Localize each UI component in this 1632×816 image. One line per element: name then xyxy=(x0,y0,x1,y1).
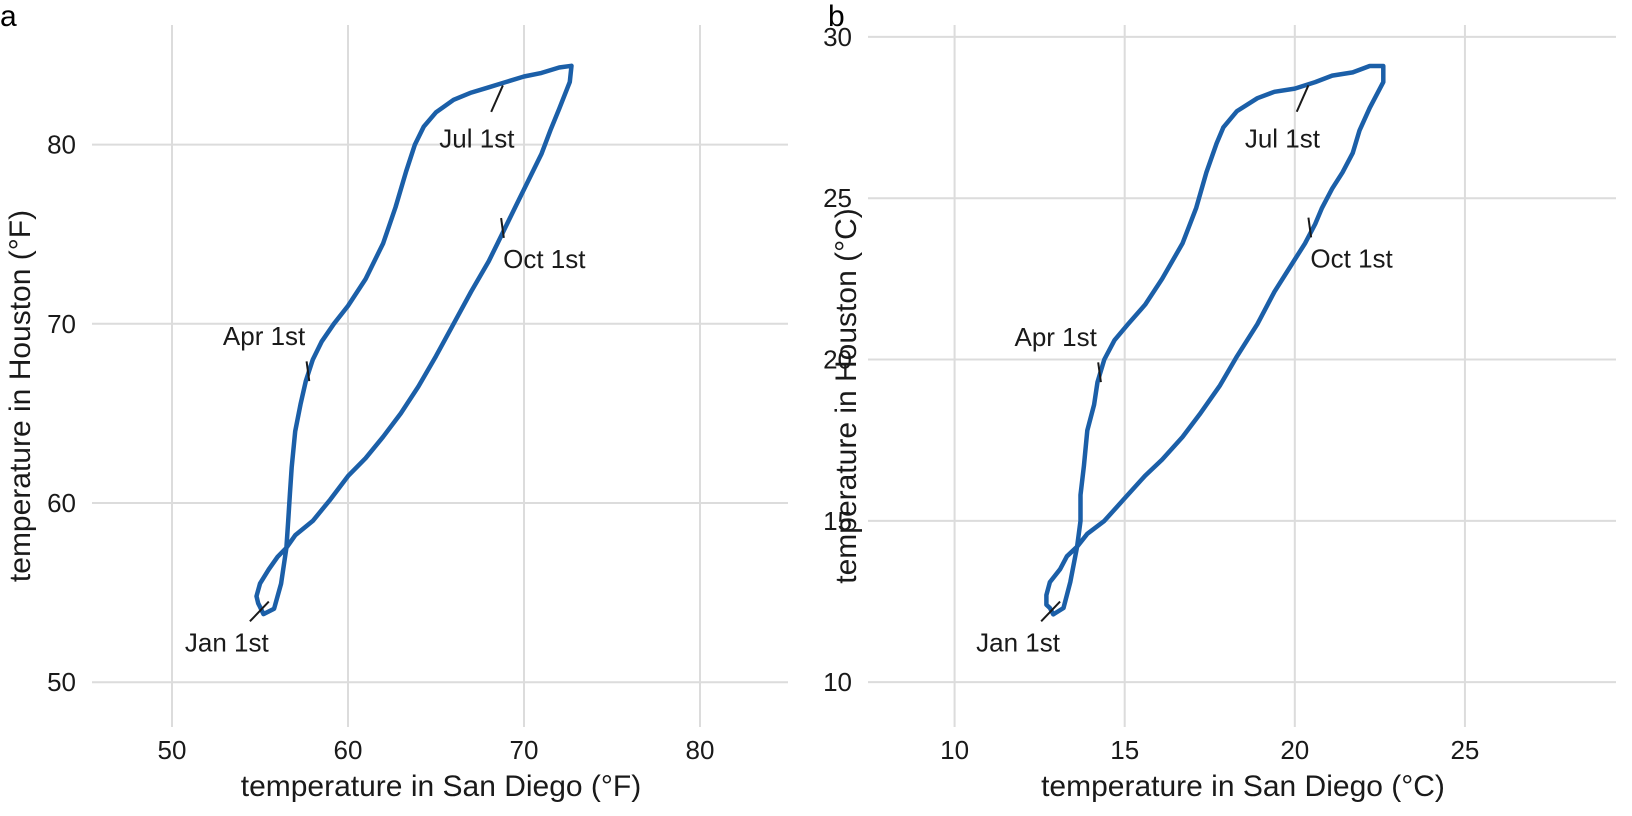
x-tick-label: 15 xyxy=(1110,735,1139,765)
annotation-label: Apr 1st xyxy=(223,321,306,351)
y-tick-label: 60 xyxy=(47,488,76,518)
annotation-leader-line xyxy=(305,361,311,382)
y-tick-label: 80 xyxy=(47,130,76,160)
annotation-label: Apr 1st xyxy=(1015,322,1098,352)
x-axis-title: temperature in San Diego (°C) xyxy=(1041,770,1445,803)
chart-panel-b: 10 15 20 25 10 15 20 25 30 temperature in San Die… xyxy=(823,0,1616,803)
panel-tag: b xyxy=(828,0,845,33)
temperature-series-line xyxy=(254,63,574,617)
y-tick-label: 30 xyxy=(823,22,852,52)
y-tick-label: 50 xyxy=(47,667,76,697)
x-tick-label: 60 xyxy=(334,735,363,765)
y-tick-label: 70 xyxy=(47,309,76,339)
annotation-leader-line xyxy=(500,217,505,239)
annotation-leader-line xyxy=(1307,217,1313,238)
annotation-label: Jul 1st xyxy=(1245,123,1321,153)
y-axis-title: temperature in Houston (°F) xyxy=(4,210,37,582)
annotation-leader-line xyxy=(1097,362,1102,383)
y-tick-label: 15 xyxy=(823,506,852,536)
panel-tag: a xyxy=(0,0,17,33)
y-tick-label: 10 xyxy=(823,667,852,697)
chart-panel-a: 50 60 70 80 50 60 70 80 temperature in San Diego… xyxy=(0,0,788,803)
annotation-label: Oct 1st xyxy=(1310,244,1393,274)
x-tick-label: 10 xyxy=(940,735,969,765)
x-tick-label: 80 xyxy=(686,735,715,765)
x-tick-label: 25 xyxy=(1450,735,1479,765)
x-axis-title: temperature in San Diego (°F) xyxy=(241,770,642,803)
x-tick-label: 50 xyxy=(158,735,187,765)
annotation-label: Jul 1st xyxy=(439,123,515,153)
annotation-leader-line xyxy=(490,85,504,113)
temperature-series-line xyxy=(1044,63,1386,617)
annotation-leader-line xyxy=(1040,600,1061,622)
annotation-label: Jan 1st xyxy=(976,628,1061,658)
annotation-label: Jan 1st xyxy=(185,628,270,658)
y-axis-title: temperature in Houston (°C) xyxy=(830,208,863,583)
y-tick-label: 20 xyxy=(823,345,852,375)
y-tick-label: 25 xyxy=(823,183,852,213)
annotation-label: Oct 1st xyxy=(503,244,586,274)
annotation-leader-line xyxy=(1295,84,1310,113)
annotation-leader-line xyxy=(249,600,270,623)
x-tick-label: 70 xyxy=(510,735,539,765)
x-tick-label: 20 xyxy=(1280,735,1309,765)
